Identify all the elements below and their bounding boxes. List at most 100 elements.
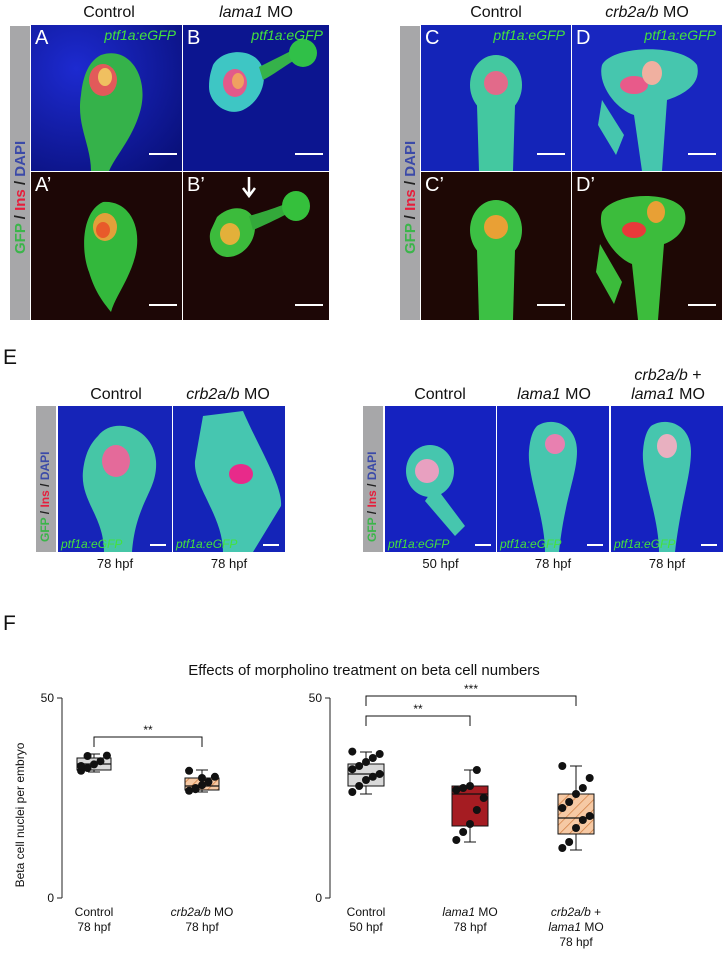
data-point-1-0-2 [362,776,370,784]
marker-label-b: ptf1a:eGFP [251,27,323,43]
data-point-0-0-2 [90,760,98,769]
stain-label-left: GFP / Ins / DAPI [12,140,29,254]
panel-label-a: A [35,27,49,49]
data-point-1-1-1 [459,828,468,836]
data-point-1-1-2 [466,820,474,828]
micrograph-e-control-78: ptf1a:eGFP [58,406,172,552]
scale-bar-a-prime [149,304,177,306]
scale-bar-b [295,153,323,155]
data-point-1-2-10 [558,762,567,770]
scale-bar-e5 [701,544,717,546]
data-point-1-0-4 [375,770,384,778]
data-point-1-0-5 [348,765,357,774]
marker-label-e2: ptf1a:eGFP [176,537,238,551]
panel-label-b: B [187,27,201,49]
data-point-1-2-0 [558,844,567,852]
data-point-0-1-0 [185,786,194,795]
data-point-1-0-3 [368,772,377,781]
header-crb2ab-lama1-mo-e: crb2a/b + lama1 MO [631,367,705,403]
data-point-1-0-10 [348,747,357,756]
micrograph-d-prime: D’ [572,172,722,320]
header-crb2ab-mo-e: crb2a/b MO [186,386,270,403]
header-lama1-mo-e: lama1 MO [517,386,591,403]
data-point-1-0-9 [375,750,384,758]
x-tick-sublabel-1-1: 78 hpf [453,920,487,934]
panel-label-e: E [3,346,18,369]
marker-label-d: ptf1a:eGFP [644,27,716,43]
stain-sidebar-e-left [36,406,56,552]
data-point-0-0-1 [83,764,92,772]
marker-label-e5: ptf1a:eGFP [614,537,676,551]
x-tick-time-1-2: 78 hpf [559,935,593,949]
micrograph-e-lama1-78: ptf1a:eGFP [497,406,609,552]
data-point-1-2-6 [565,798,574,806]
micrograph-e-control-50: ptf1a:eGFP [385,406,496,552]
header-crb2ab-mo-top: crb2a/b MO [605,4,689,21]
marker-label-c: ptf1a:eGFP [493,27,565,43]
significance-bracket-1-1 [365,695,577,706]
panel-label-d-prime: D’ [576,174,595,196]
panel-label-b-prime: B’ [187,174,205,196]
y-tick-label-1-0: 0 [315,891,322,905]
data-point-0-0-6 [83,752,92,760]
micrograph-b: B ptf1a:eGFP [183,25,329,171]
data-point-1-2-7 [572,790,580,798]
x-tick-label-0-1: crb2a/b MO [171,905,234,919]
stain-label-right: GFP / Ins / DAPI [402,140,419,254]
x-tick-sublabel-0-1: 78 hpf [185,920,219,934]
time-label-e2: 78 hpf [210,556,248,571]
stain-sidebar-e-right [363,406,383,552]
data-point-1-1-7 [466,782,474,790]
data-point-0-0-4 [102,751,111,760]
panel-label-a-prime: A’ [35,174,52,196]
data-point-1-2-4 [585,812,594,820]
data-point-1-0-6 [355,762,364,770]
data-point-1-1-5 [452,786,461,794]
data-point-0-1-4 [210,772,219,781]
x-tick-sublabel-1-0: 50 hpf [349,920,383,934]
micrograph-d: D ptf1a:eGFP [572,25,722,171]
data-point-1-2-2 [572,824,580,832]
y-tick-label-0-50: 50 [41,691,55,705]
significance-bracket-0-0 [93,736,203,747]
micrograph-e-crb2ab-78: ptf1a:eGFP [173,406,285,552]
marker-label-e1: ptf1a:eGFP [61,537,123,551]
time-label-e1: 78 hpf [96,556,134,571]
data-point-1-1-3 [472,806,481,814]
header-control-e-right: Control [414,386,466,403]
panel-label-f: F [3,612,16,635]
stain-sidebar-left [10,26,30,320]
data-point-0-0-5 [77,762,86,770]
panel-label-c-prime: C’ [425,174,444,196]
scale-bar-d-prime [688,304,716,306]
data-point-1-1-0 [452,836,461,844]
time-label-e3: 50 hpf [422,556,459,571]
stain-label-e-left: GFP / Ins / DAPI [38,451,52,543]
marker-label-e3: ptf1a:eGFP [388,537,450,551]
data-point-0-1-5 [185,766,194,775]
y-tick-label-0-0: 0 [47,891,54,905]
x-tick-label-1-1: lama1 MO [442,905,497,919]
x-tick-label-0-0: Control [75,905,114,919]
scale-bar-d [688,153,716,155]
data-point-0-1-7 [198,774,206,782]
data-point-1-1-6 [459,784,468,792]
header-lama1-mo-top: lama1 MO [219,4,293,21]
data-point-0-1-2 [198,781,206,790]
scale-bar-b-prime [295,304,323,306]
panel-label-d: D [576,27,591,49]
data-point-1-1-4 [479,794,488,802]
data-point-1-0-8 [368,754,377,762]
micrograph-b-prime: B’ [183,172,329,320]
data-point-0-1-3 [204,778,213,786]
micrograph-e-crb2ab-lama1-78: ptf1a:eGFP [611,406,723,552]
data-point-1-1-8 [472,766,481,774]
significance-label-1-0: ** [413,702,423,716]
stain-label-e-right: GFP / Ins / DAPI [365,451,379,543]
data-point-1-2-9 [585,774,594,782]
scale-bar-c-prime [537,304,565,306]
data-point-1-0-0 [348,788,357,796]
data-point-1-2-1 [565,838,574,846]
data-point-1-2-8 [578,784,587,792]
